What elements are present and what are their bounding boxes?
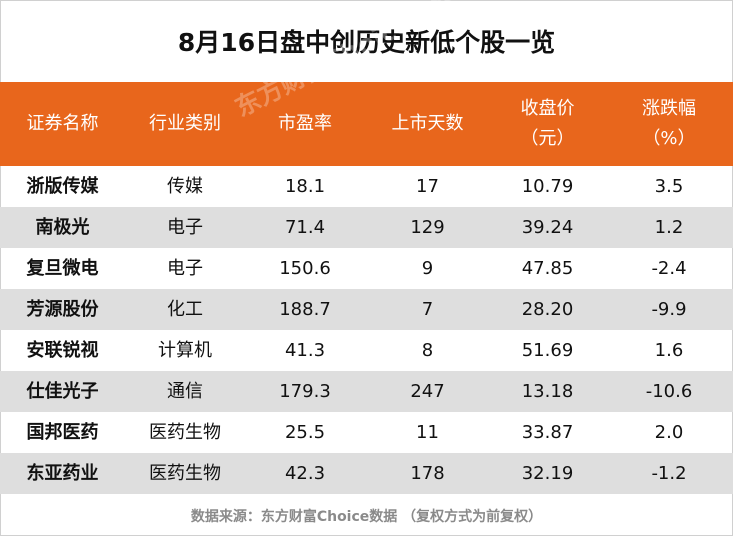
cell-days: 11 [416, 422, 439, 443]
cell-change: 3.5 [654, 176, 684, 197]
cell-days: 129 [410, 217, 445, 238]
cell-name: 东亚药业 [26, 463, 99, 484]
cell-days: 9 [421, 258, 434, 279]
header-close-unit: （元） [520, 128, 575, 149]
header-industry: 行业类别 [149, 113, 221, 134]
cell-pe: 18.1 [284, 176, 326, 197]
cell-days: 178 [410, 463, 445, 484]
cell-change: 2.0 [654, 422, 684, 443]
cell-industry: 化工 [167, 299, 203, 320]
page-title: 8月16日盘中创历史新低个股一览 [177, 28, 556, 57]
table-row: 南极光 电子 71.4 129 39.24 1.2 [0, 207, 733, 248]
header-pe: 市盈率 [278, 113, 332, 134]
cell-name: 南极光 [35, 217, 90, 238]
table-row: 安联锐视 计算机 41.3 8 51.69 1.6 [0, 330, 733, 371]
cell-industry: 电子 [167, 258, 203, 279]
cell-pe: 188.7 [279, 299, 331, 320]
table-row: 东亚药业 医药生物 42.3 178 32.19 -1.2 [0, 453, 733, 494]
cell-name: 浙版传媒 [26, 176, 99, 197]
cell-pe: 71.4 [284, 217, 326, 238]
cell-close: 10.79 [521, 176, 574, 197]
cell-pe: 150.6 [279, 258, 331, 279]
table-row: 仕佳光子 通信 179.3 247 13.18 -10.6 [0, 371, 733, 412]
header-days: 上市天数 [391, 113, 464, 134]
cell-change: 1.6 [654, 340, 684, 361]
cell-name: 仕佳光子 [26, 381, 99, 402]
cell-days: 8 [421, 340, 434, 361]
cell-close: 51.69 [521, 340, 574, 361]
cell-pe: 25.5 [284, 422, 326, 443]
cell-industry: 通信 [167, 381, 203, 402]
header-close: 收盘价 （元） [490, 82, 605, 166]
cell-pe: 42.3 [284, 463, 326, 484]
table-row: 浙版传媒 传媒 18.1 17 10.79 3.5 [0, 166, 733, 207]
cell-name: 国邦医药 [26, 422, 99, 443]
header-change-label: 涨跌幅 [642, 98, 696, 119]
cell-name: 芳源股份 [26, 299, 99, 320]
cell-days: 7 [421, 299, 434, 320]
cell-industry: 计算机 [158, 340, 212, 361]
cell-close: 32.19 [521, 463, 574, 484]
table-row: 国邦医药 医药生物 25.5 11 33.87 2.0 [0, 412, 733, 453]
cell-name: 复旦微电 [26, 258, 99, 279]
header-close-label: 收盘价 [520, 98, 575, 119]
cell-days: 17 [416, 176, 439, 197]
header-change-unit: （%） [642, 128, 696, 149]
table-row: 芳源股份 化工 188.7 7 28.20 -9.9 [0, 289, 733, 330]
table-header: 证券名称 行业类别 市盈率 上市天数 收盘价 （元） 涨跌幅 （%） [0, 82, 733, 166]
cell-industry: 医药生物 [149, 422, 221, 443]
header-name: 证券名称 [26, 113, 99, 134]
cell-industry: 传媒 [167, 176, 203, 197]
header-change: 涨跌幅 （%） [605, 82, 733, 166]
source-note: 数据来源：东方财富Choice数据 （复权方式为前复权） [190, 509, 543, 525]
cell-close: 47.85 [521, 258, 574, 279]
cell-change: -9.9 [651, 299, 687, 320]
cell-pe: 41.3 [284, 340, 326, 361]
cell-pe: 179.3 [279, 381, 331, 402]
cell-change: -1.2 [651, 463, 687, 484]
cell-days: 247 [410, 381, 445, 402]
cell-close: 28.20 [521, 299, 574, 320]
cell-industry: 电子 [167, 217, 203, 238]
table-row: 复旦微电 电子 150.6 9 47.85 -2.4 [0, 248, 733, 289]
cell-close: 13.18 [521, 381, 574, 402]
cell-change: -2.4 [651, 258, 687, 279]
cell-change: -10.6 [645, 381, 693, 402]
cell-change: 1.2 [654, 217, 684, 238]
cell-industry: 医药生物 [149, 463, 221, 484]
cell-close: 33.87 [521, 422, 574, 443]
cell-name: 安联锐视 [26, 340, 99, 361]
cell-close: 39.24 [521, 217, 574, 238]
